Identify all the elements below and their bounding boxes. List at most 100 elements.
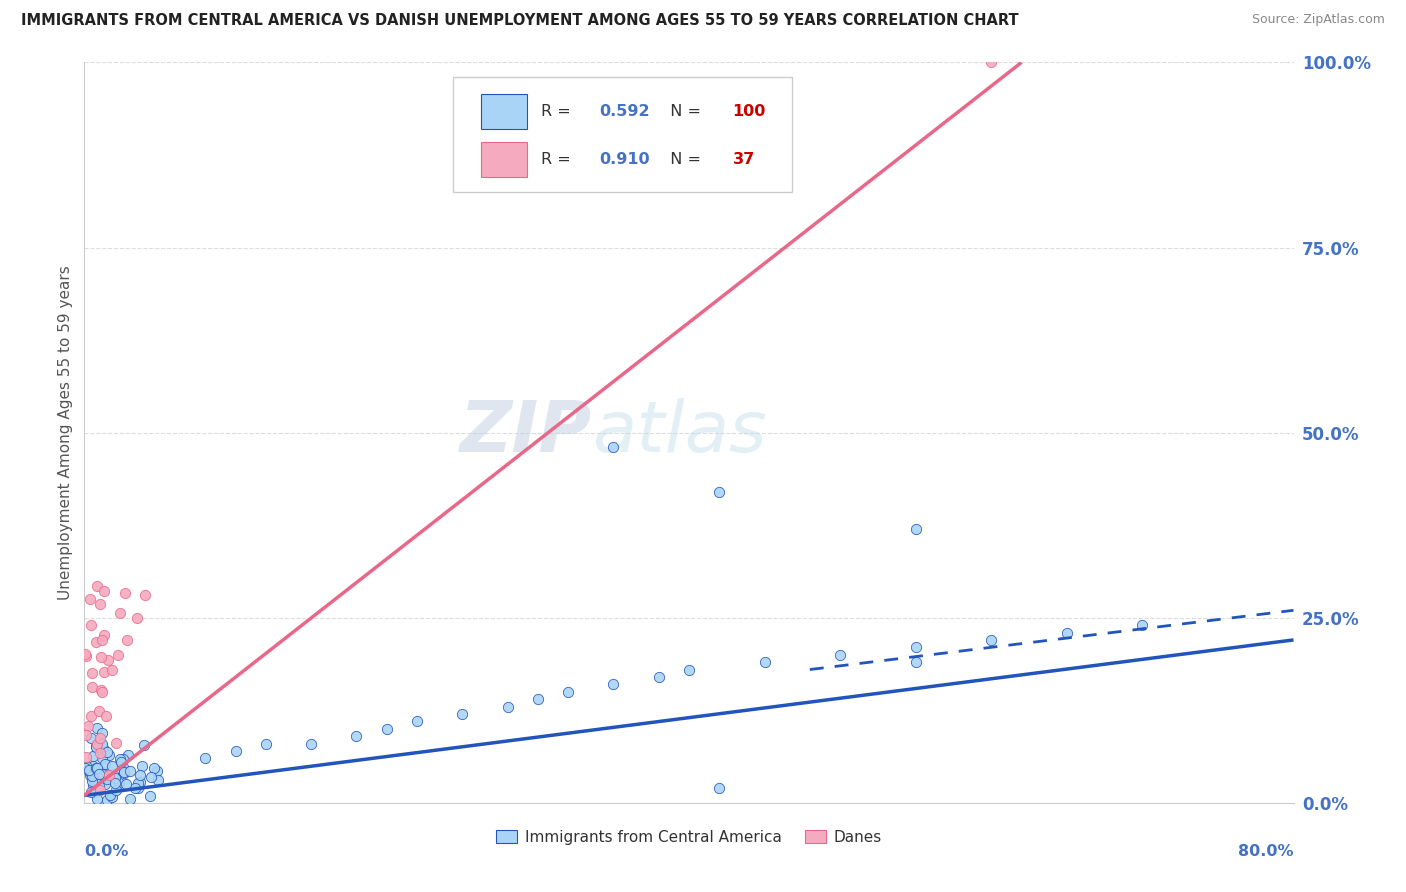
Point: [90, 682, 112, 697]
Point: [127, 781, 149, 796]
Point: [120, 792, 142, 806]
Text: 80.0%: 80.0%: [1239, 844, 1294, 858]
Point: [108, 751, 131, 765]
Y-axis label: Unemployment Among Ages 55 to 59 years: Unemployment Among Ages 55 to 59 years: [58, 265, 73, 600]
Point: [127, 610, 149, 624]
Point: [89, 597, 111, 611]
Point: [103, 767, 125, 781]
Point: [112, 752, 135, 766]
Point: [77, 764, 100, 779]
Point: [86, 721, 108, 735]
Point: [89, 704, 111, 718]
Text: IMMIGRANTS FROM CENTRAL AMERICA VS DANISH UNEMPLOYMENT AMONG AGES 55 TO 59 YEARS: IMMIGRANTS FROM CENTRAL AMERICA VS DANIS…: [21, 13, 1019, 29]
Point: [96, 793, 118, 807]
Point: [406, 714, 429, 729]
Text: R =: R =: [541, 103, 576, 119]
Point: [124, 780, 146, 795]
Point: [96, 772, 118, 787]
Point: [709, 484, 731, 499]
Point: [112, 765, 135, 780]
Point: [110, 756, 132, 770]
Point: [84, 739, 107, 753]
Point: [112, 766, 135, 780]
Point: [96, 745, 118, 759]
Point: [93, 665, 115, 679]
Text: ZIP: ZIP: [460, 398, 592, 467]
Point: [143, 761, 166, 775]
Point: [111, 759, 134, 773]
Point: [254, 737, 277, 751]
Point: [86, 792, 108, 806]
Point: [105, 783, 128, 797]
Point: [225, 744, 247, 758]
Point: [97, 747, 120, 762]
Point: [904, 655, 927, 669]
Point: [80, 709, 103, 723]
Point: [100, 789, 122, 804]
Point: [105, 736, 128, 750]
Point: [75, 728, 97, 742]
Point: [90, 766, 112, 780]
Text: 100: 100: [733, 103, 766, 119]
Point: [98, 788, 121, 802]
Point: [84, 761, 107, 775]
Point: [117, 748, 139, 763]
Point: [86, 761, 108, 775]
Point: [86, 579, 108, 593]
Point: [830, 648, 852, 662]
Point: [94, 777, 117, 791]
Point: [104, 775, 127, 789]
FancyBboxPatch shape: [453, 78, 792, 192]
Point: [80, 617, 103, 632]
Point: [904, 640, 927, 655]
Point: [91, 737, 114, 751]
Point: [1130, 618, 1153, 632]
Point: [194, 751, 217, 765]
Point: [82, 759, 104, 773]
Point: [89, 731, 111, 746]
Point: [76, 760, 98, 774]
Point: [90, 751, 112, 765]
Point: [96, 709, 118, 723]
Point: [980, 632, 1002, 647]
Point: [128, 775, 150, 789]
Point: [73, 761, 96, 775]
Point: [602, 677, 624, 691]
Point: [139, 770, 162, 784]
Point: [84, 740, 107, 755]
Text: 0.0%: 0.0%: [84, 844, 129, 858]
Point: [602, 441, 624, 455]
Text: 37: 37: [733, 152, 755, 167]
FancyBboxPatch shape: [481, 94, 527, 129]
Point: [82, 681, 104, 695]
Point: [114, 586, 136, 600]
Point: [299, 737, 322, 751]
Text: 0.592: 0.592: [599, 103, 650, 119]
Point: [87, 779, 110, 793]
Point: [82, 749, 104, 764]
Text: 0.910: 0.910: [599, 152, 650, 167]
Point: [134, 589, 156, 603]
Point: [709, 780, 731, 795]
Point: [129, 767, 152, 781]
Point: [77, 763, 100, 777]
Point: [89, 747, 111, 761]
Point: [101, 758, 124, 772]
Point: [87, 767, 110, 781]
Point: [557, 685, 579, 699]
Text: N =: N =: [659, 152, 706, 167]
Point: [118, 764, 141, 779]
Point: [97, 653, 120, 667]
Point: [451, 706, 474, 721]
FancyBboxPatch shape: [481, 142, 527, 178]
Point: [127, 776, 149, 790]
Point: [80, 731, 103, 746]
Point: [97, 768, 120, 782]
Point: [91, 725, 114, 739]
Text: N =: N =: [659, 103, 706, 119]
Point: [115, 777, 138, 791]
Point: [84, 635, 107, 649]
Point: [80, 769, 103, 783]
Point: [346, 729, 368, 743]
Point: [678, 663, 700, 677]
